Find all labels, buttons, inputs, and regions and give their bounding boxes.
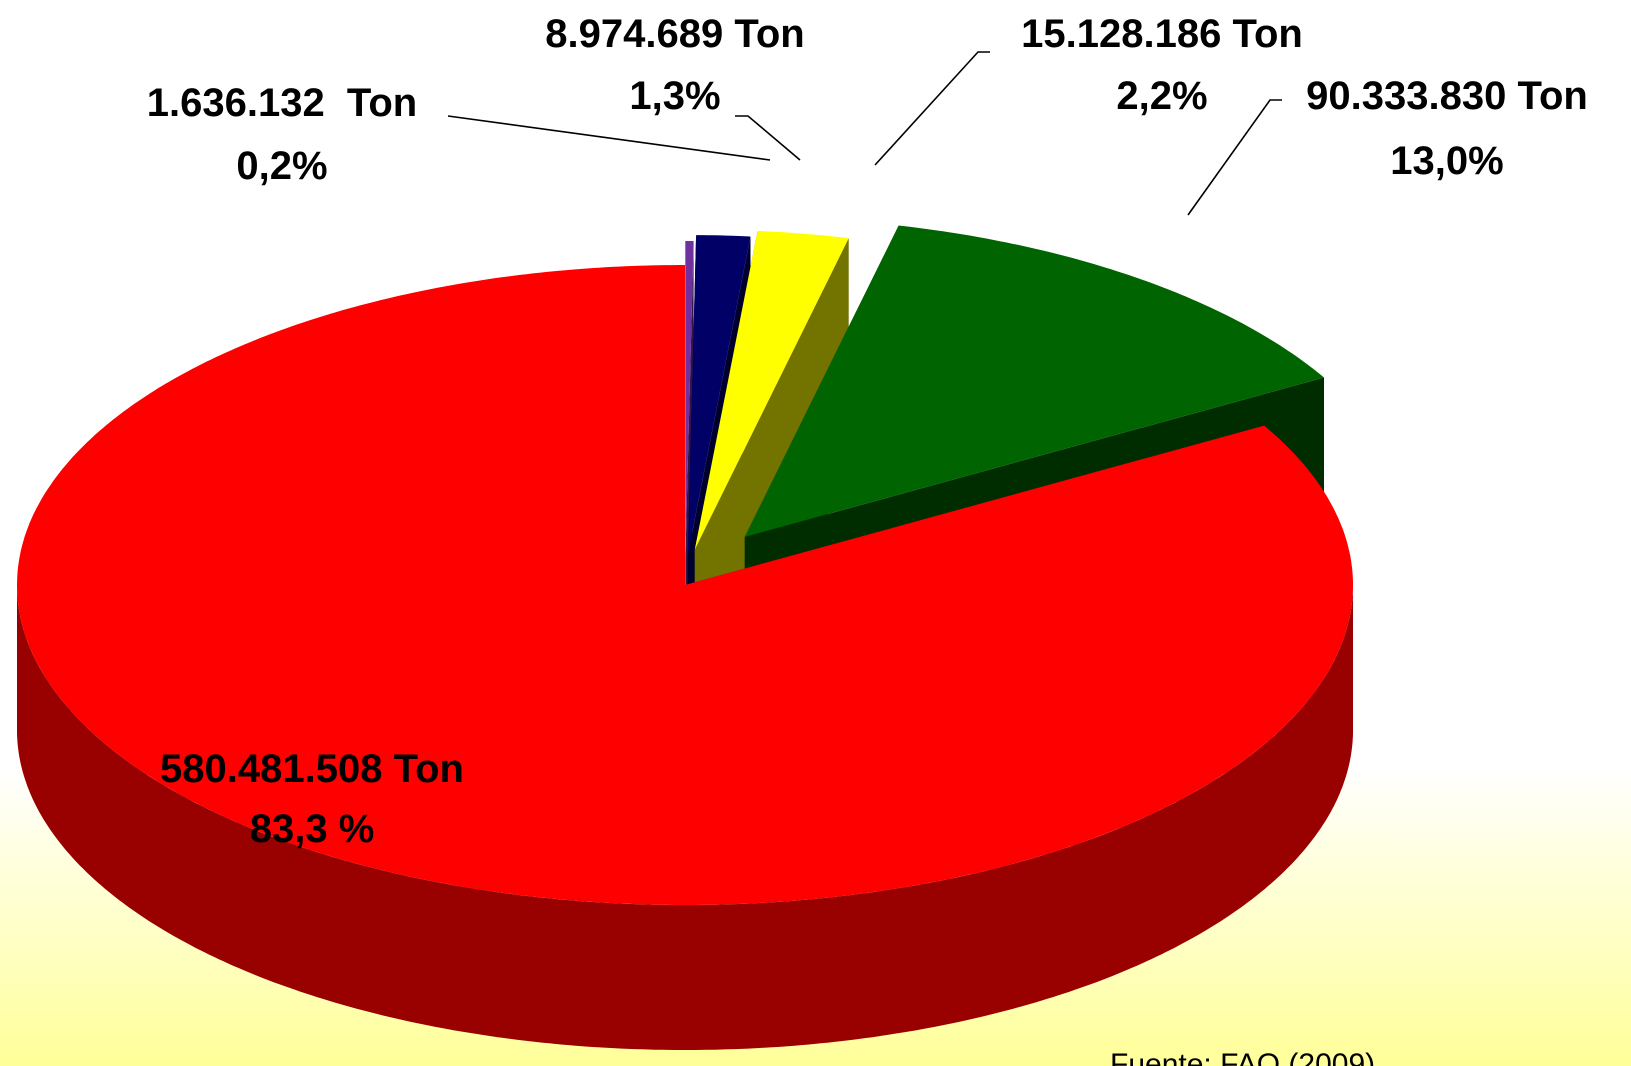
source: Fuente: FAO (2009): [1110, 1048, 1375, 1066]
slice: [17, 265, 1353, 905]
slice: [685, 241, 694, 561]
pie: [17, 225, 1353, 1050]
percent-label: 2,2%: [1116, 74, 1207, 118]
ton-label: 90.333.830 Ton: [1306, 74, 1588, 118]
slice-wall: [17, 585, 1353, 1050]
ton-label: 8.974.689 Ton: [545, 12, 804, 56]
percent-label: 13,0%: [1390, 139, 1503, 183]
leader-line: [447, 115, 771, 161]
leader-line: [735, 115, 801, 161]
leader-lines: [447, 51, 1282, 216]
ton-label: 580.481.508 Ton: [160, 747, 464, 791]
slice: [687, 235, 751, 555]
slice: [744, 225, 1324, 537]
leader-line: [874, 51, 990, 166]
percent-label: 1,3%: [629, 74, 720, 118]
percent-label: 83,3 %: [250, 807, 375, 851]
ton-label: 1.636.132 Ton: [147, 81, 418, 125]
percent-label: 0,2%: [236, 144, 327, 188]
labels: 1.636.132 Ton 0,2% 8.974.689 Ton 1,3% 15.128…: [147, 12, 1588, 851]
slice: [694, 230, 849, 550]
ton-label: 15.128.186 Ton: [1021, 12, 1303, 56]
leader-line: [1187, 99, 1282, 216]
